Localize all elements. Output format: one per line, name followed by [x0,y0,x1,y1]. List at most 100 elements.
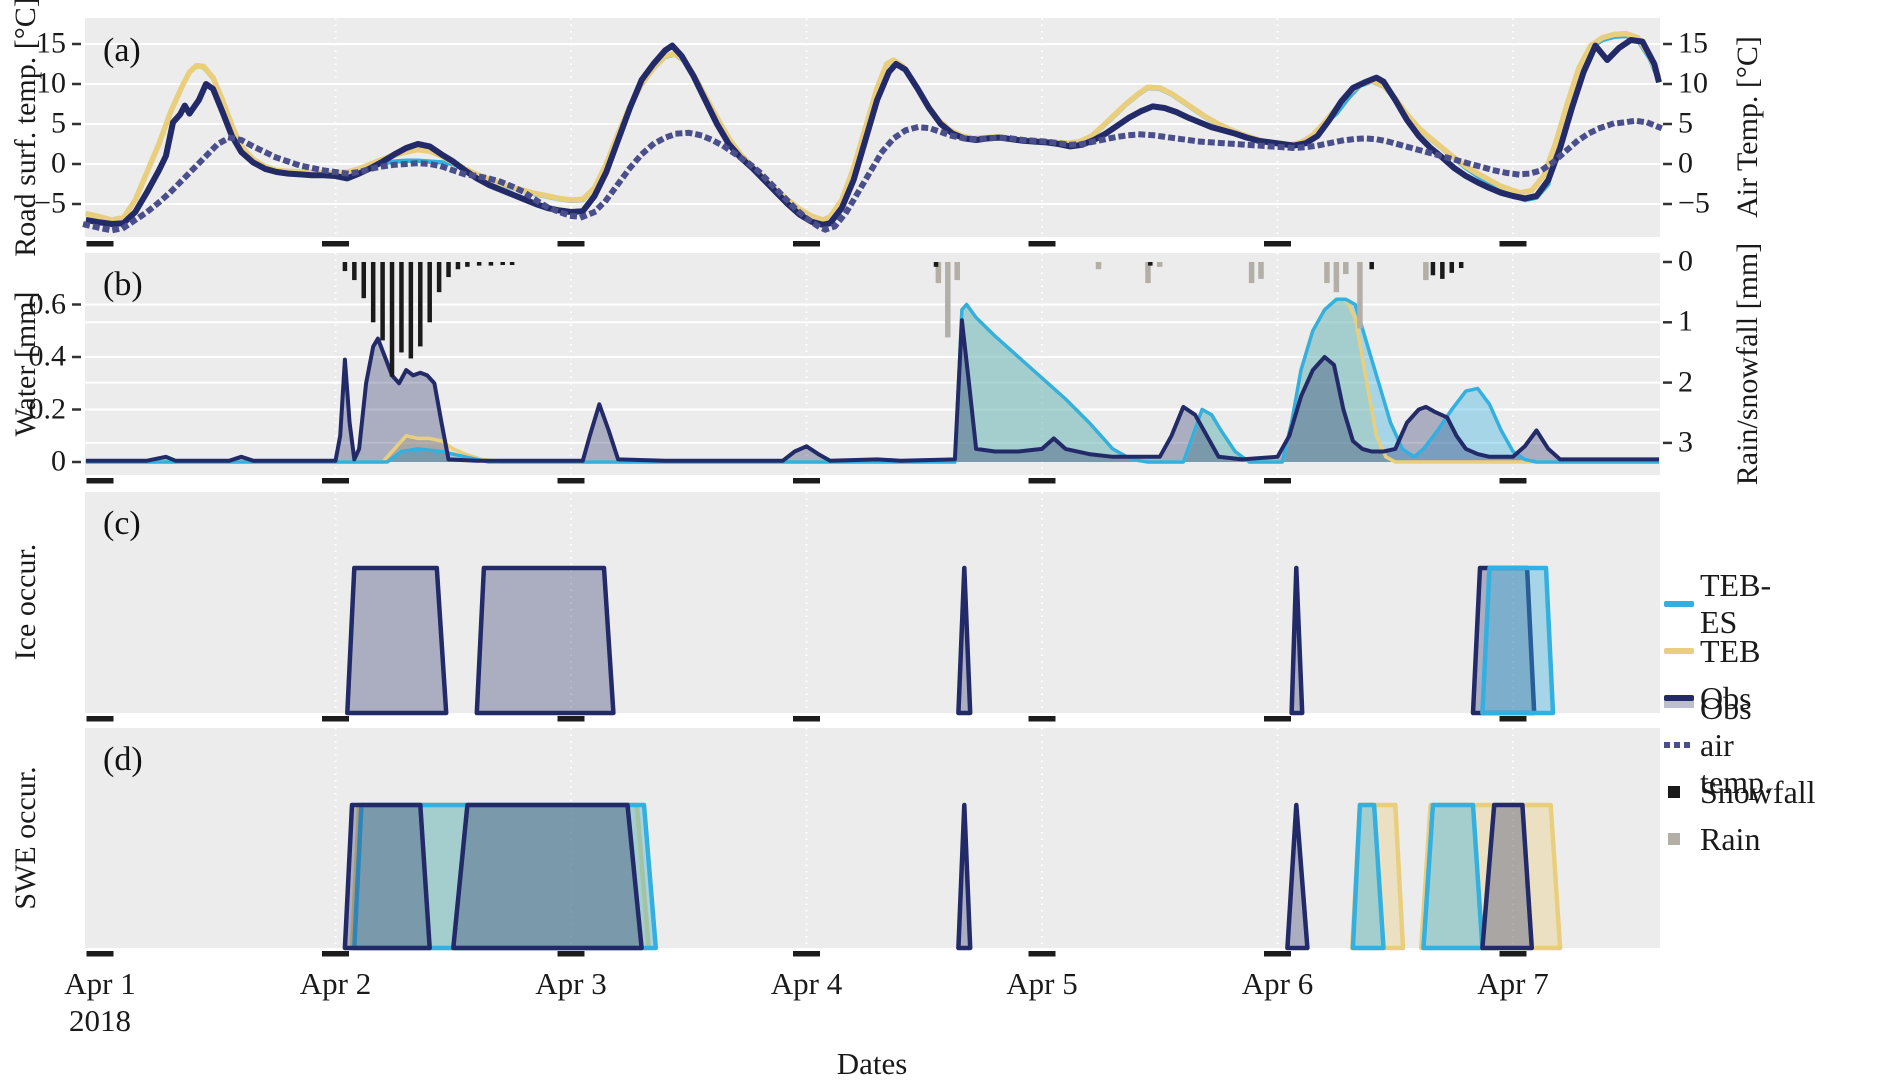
snowfall-bar [427,262,432,323]
legend-label: Obs [1700,679,1752,716]
legend-swatch-line-fill-icon [1664,678,1694,718]
legend-label: Obs air temp. [1700,689,1772,800]
day-tick-dash [557,478,585,484]
rain-bar [1248,262,1255,284]
rain-bar [1145,262,1151,284]
x-axis-title: Dates [836,1046,908,1081]
legend-label: TEB [1700,632,1761,669]
rain-bar [1324,262,1330,284]
panel-a-bg [85,18,1660,237]
snowfall-bar [1440,262,1445,279]
snowfall-bar [1369,262,1374,270]
rain-bar [1258,262,1264,279]
rain-bar [954,262,960,281]
tick-b-left: 0.2 [28,391,67,425]
snowfall-bar [455,262,461,270]
rain-bar [1423,262,1429,281]
snowfall-bar [418,262,423,347]
rain-bar [1095,262,1102,270]
day-tick-dash [793,478,820,484]
series-a-obs [85,37,1662,228]
snowfall-bar [352,262,357,281]
day-tick-dash [793,716,820,722]
legend-label: Rain [1700,820,1761,857]
day-tick-dash [322,951,349,957]
tick-b-left: 0.4 [28,339,67,373]
axis-title-rain-snowfall: Rain/snowfall [mm] [1731,242,1764,486]
legend-swatch-square-icon [1664,819,1694,859]
day-tick-dash [1264,716,1291,722]
panel-b-letter: (b) [103,266,143,303]
legend-swatch-line-icon [1664,584,1694,624]
swe-shape-obs [1285,802,1310,951]
snowfall-bar [465,262,470,267]
day-tick-dash [793,951,820,957]
tick-a-right: −5 [1678,186,1710,220]
rain-bar [1333,262,1340,293]
day-tick-dash [86,951,114,957]
area-b-obs [85,320,1659,462]
day-tick-dash [322,241,349,247]
legend-square-sample [1668,833,1680,845]
day-tick-dash [1264,478,1291,484]
snowfall-bar [1430,262,1436,276]
panel-c-letter: (c) [103,505,141,542]
x-tick-label: Apr 2 [299,966,372,1001]
legend-swatch-dotted-icon [1664,725,1694,765]
day-tick-dash [86,478,114,484]
snowfall-bar [408,262,414,359]
snowfall-bar [436,262,442,293]
panel-d-letter: (d) [103,741,143,778]
x-tick-label: Apr 6 [1241,966,1314,1001]
area-b-teb-es [85,299,1659,462]
panel-a-letter: (a) [103,32,141,69]
legend-item-teb: TEB [1664,631,1760,671]
rain-bar [1343,262,1349,275]
ice-shape-obs [474,565,616,716]
snowfall-bar [446,262,451,278]
legend-dot-sample [1664,742,1670,748]
day-tick-dash [86,241,114,247]
day-tick-dash [322,716,349,722]
axis-title-swe-occur: SWE occur. [9,766,42,910]
day-tick-dash [1264,241,1291,247]
day-tick-dash [1499,241,1527,247]
snowfall-bar [370,262,376,323]
tick-a-left: 5 [51,106,66,140]
snowfall-bar [389,262,395,377]
legend-line-sample [1664,601,1694,607]
snowfall-bar [380,262,385,341]
day-tick-dash [1028,241,1056,247]
day-tick-dash [557,951,585,957]
legend-line-sample [1664,695,1694,701]
swe-shape-obs [451,802,644,951]
axis-title-air-temp: Air Temp. [°C] [1731,36,1764,218]
swe-shape-teb-es [1421,802,1485,951]
day-tick-dash [1499,716,1527,722]
snowfall-bar [1449,262,1455,273]
snowfall-bar [500,262,505,266]
tick-a-right: 0 [1678,146,1693,180]
snowfall-bar [1458,262,1464,269]
tick-a-right: 10 [1678,66,1708,100]
line-b-teb-es [85,297,1659,464]
ice-shape-obs [1289,565,1305,716]
tick-a-right: 15 [1678,26,1708,60]
snowfall-bar [361,262,367,299]
day-tick-dash [1499,951,1527,957]
tick-b-left: 0.6 [28,286,67,320]
day-tick-dash [1028,716,1056,722]
line-b-obs [85,318,1659,463]
area-b-teb [85,299,1659,462]
panel-c-bg [85,492,1660,713]
legend-dot-sample [1684,742,1690,748]
legend-dot-sample [1674,742,1680,748]
snowfall-bar [1148,262,1153,266]
x-tick-label: Apr 5 [1006,966,1078,1001]
snowfall-bar [476,262,482,266]
day-tick-dash [557,241,585,247]
day-tick-dash [1028,478,1056,484]
legend-label: TEB-ES [1700,567,1772,640]
snowfall-bar [399,262,404,353]
